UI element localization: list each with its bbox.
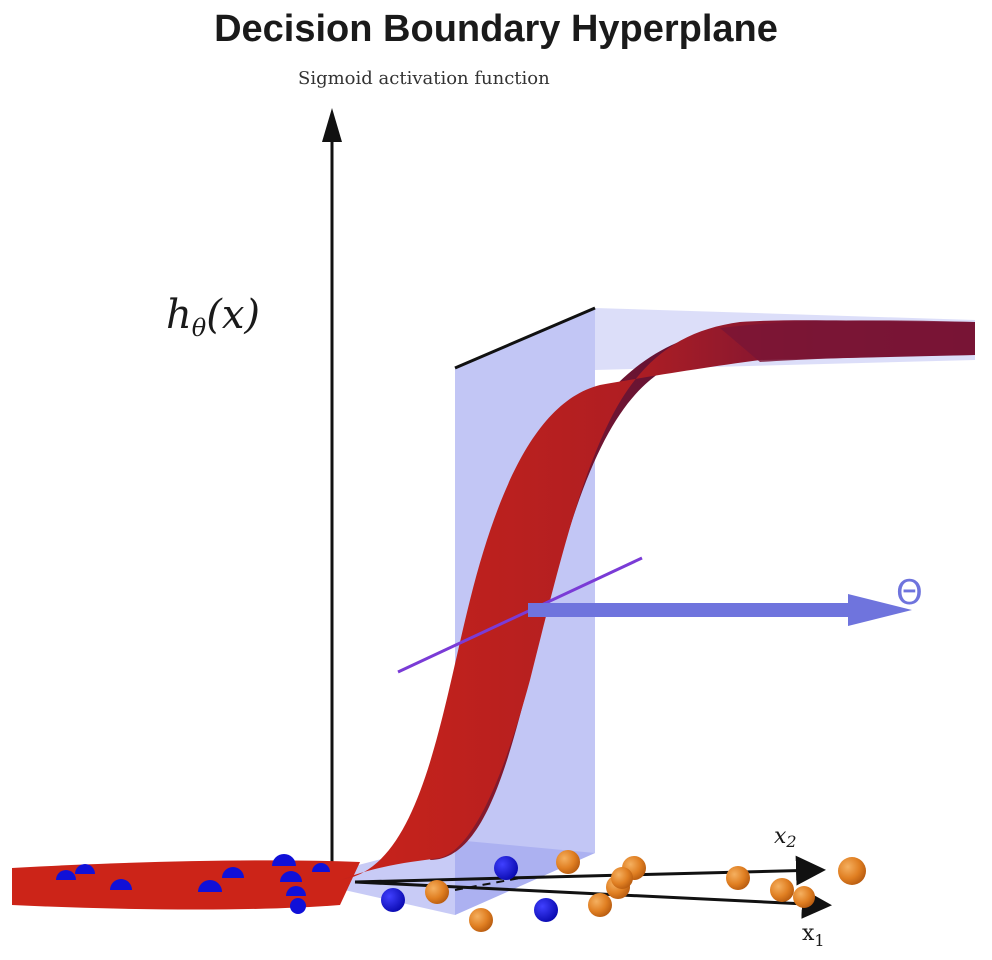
data-point: [290, 898, 306, 914]
data-point: [770, 878, 794, 902]
data-point: [838, 857, 866, 885]
data-point: [286, 886, 306, 896]
data-point: [793, 886, 815, 908]
x1-axis-label: x1: [802, 921, 825, 950]
sigmoid-surface: [12, 320, 975, 910]
class-negative-points: [56, 854, 558, 922]
boundary-line: [397, 556, 643, 674]
diagram-subtitle: Sigmoid activation function: [298, 68, 550, 89]
theta-vector: [528, 594, 912, 626]
data-point: [222, 867, 244, 878]
data-point: [381, 888, 405, 912]
data-point: [588, 893, 612, 917]
data-point: [272, 854, 296, 866]
data-point: [611, 867, 633, 889]
data-point: [75, 864, 95, 874]
arrow-right-icon: [848, 594, 912, 626]
data-point: [110, 879, 132, 890]
data-point: [726, 866, 750, 890]
vertical-axis: [322, 108, 342, 880]
data-point: [425, 880, 449, 904]
data-point: [198, 880, 222, 892]
x2-axis-label: x2: [774, 824, 797, 851]
data-point: [556, 850, 580, 874]
diagram-title: Decision Boundary Hyperplane: [214, 8, 778, 50]
data-point: [534, 898, 558, 922]
class-positive-points: [425, 850, 866, 932]
theta-label: Θ: [896, 573, 923, 613]
arrow-up-icon: [322, 108, 342, 142]
y-axis-label: hθ(x): [166, 292, 260, 342]
data-point: [56, 870, 76, 880]
data-point: [494, 856, 518, 880]
data-point: [469, 908, 493, 932]
data-point: [280, 871, 302, 882]
data-point: [312, 863, 330, 872]
